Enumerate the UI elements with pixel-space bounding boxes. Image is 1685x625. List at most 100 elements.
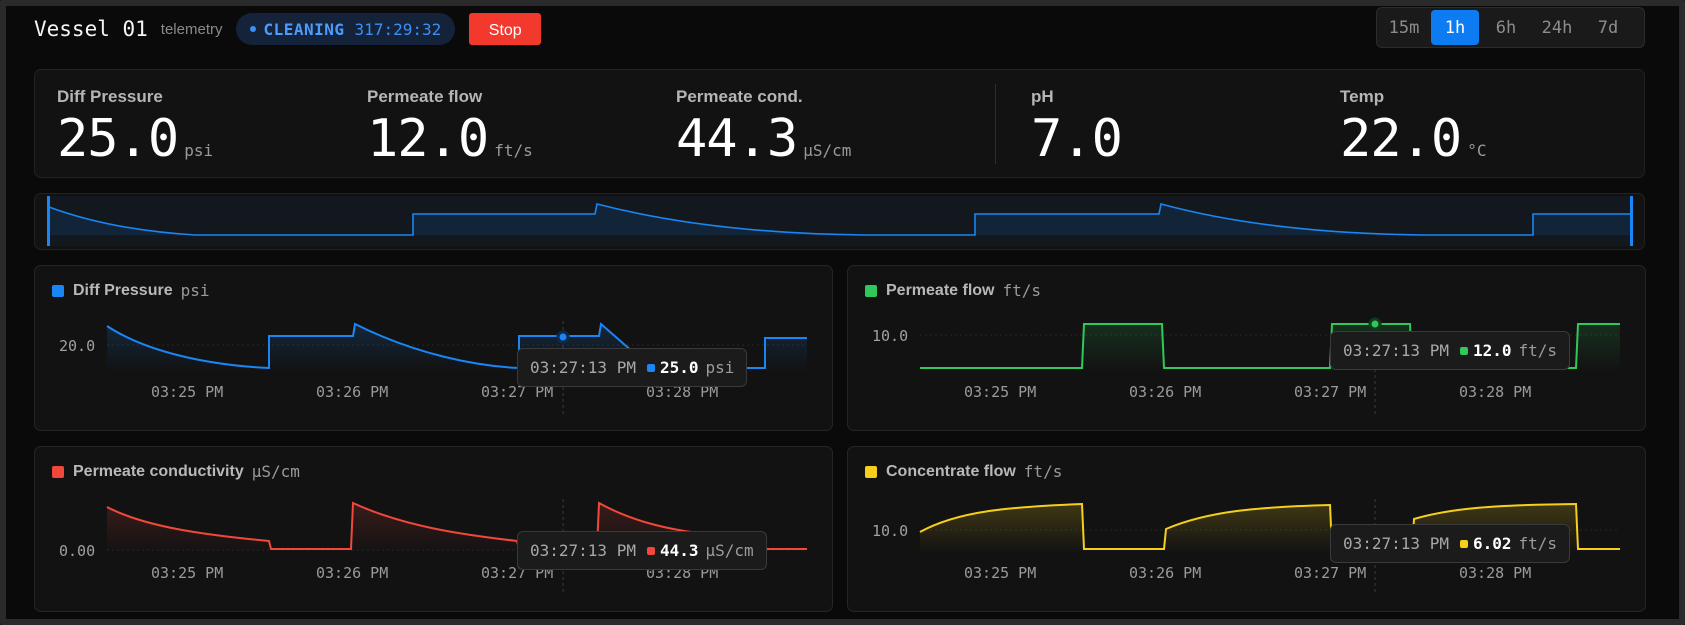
chart-panel-permeate-flow: Permeate flow ft/s 10.0 03:25 PM 03:26 P… xyxy=(847,265,1646,431)
tooltip-unit: ft/s xyxy=(1518,341,1558,360)
brush-selection[interactable] xyxy=(49,196,1631,246)
y-tick-label: 10.0 xyxy=(872,522,908,540)
x-tick-label: 03:27 PM xyxy=(1294,564,1366,582)
range-7d-button[interactable]: 7d xyxy=(1584,10,1632,45)
panel-title: Diff Pressure xyxy=(73,281,173,299)
metric-value: 44.3 xyxy=(676,109,798,169)
chart-tooltip: 03:27:13 PM 12.0 ft/s xyxy=(1330,331,1571,370)
x-tick-label: 03:28 PM xyxy=(1459,564,1531,582)
series-swatch xyxy=(865,465,877,478)
tooltip-time: 03:27:13 PM xyxy=(1343,534,1449,553)
page-subtitle: telemetry xyxy=(160,20,223,38)
x-tick-label: 03:28 PM xyxy=(1459,383,1531,401)
tooltip-swatch xyxy=(646,546,655,555)
brush-handle-right[interactable] xyxy=(1630,196,1633,246)
range-15m-button[interactable]: 15m xyxy=(1380,10,1428,45)
permeate-conductivity-chart[interactable]: 0.00 03:25 PM 03:26 PM 03:27 PM 03:28 PM xyxy=(35,447,834,613)
panel-unit: ft/s xyxy=(1023,462,1063,481)
header: Vessel 01 telemetry CLEANING 317:29:32 S… xyxy=(34,12,542,46)
series-swatch xyxy=(52,284,64,297)
overview-brush[interactable] xyxy=(34,193,1645,250)
overview-chart xyxy=(47,196,1633,246)
chart-tooltip: 03:27:13 PM 6.02 ft/s xyxy=(1330,524,1571,563)
metric-ph: pH 7.0 xyxy=(1031,87,1128,167)
tooltip-value: 44.3 xyxy=(659,541,699,560)
x-tick-label: 03:25 PM xyxy=(151,564,223,582)
tooltip-swatch xyxy=(1459,346,1468,355)
tooltip-value: 6.02 xyxy=(1472,534,1512,553)
series-swatch xyxy=(52,465,64,478)
metric-label: Permeate flow xyxy=(367,87,483,106)
stop-button[interactable]: Stop xyxy=(469,13,542,45)
x-tick-label: 03:26 PM xyxy=(1129,564,1201,582)
metric-divider xyxy=(995,84,996,164)
metric-label: Permeate cond. xyxy=(676,87,803,106)
hover-point xyxy=(556,330,570,344)
status-badge: CLEANING 317:29:32 xyxy=(236,13,456,45)
series-line xyxy=(919,502,1620,550)
range-6h-button[interactable]: 6h xyxy=(1482,10,1530,45)
series-line xyxy=(106,322,807,370)
hover-point xyxy=(1368,317,1382,331)
status-elapsed-time: 317:29:32 xyxy=(354,19,442,39)
metric-permeate-cond: Permeate cond. 44.3 µS/cm xyxy=(676,87,851,167)
page-title: Vessel 01 xyxy=(34,17,148,41)
overview-area xyxy=(49,204,1631,235)
tooltip-swatch xyxy=(1459,539,1468,548)
range-24h-button[interactable]: 24h xyxy=(1533,10,1581,45)
series-area xyxy=(920,324,1620,372)
brush-handle-left[interactable] xyxy=(47,196,50,246)
x-tick-label: 03:26 PM xyxy=(316,383,388,401)
x-tick-label: 03:27 PM xyxy=(1294,383,1366,401)
chart-tooltip: 03:27:13 PM 25.0 psi xyxy=(517,348,748,387)
metric-value: 22.0 xyxy=(1340,109,1462,169)
series-swatch xyxy=(865,284,877,297)
chart-panel-permeate-conductivity: Permeate conductivity µS/cm 0.00 03:25 P… xyxy=(34,446,833,612)
metric-value: 7.0 xyxy=(1031,109,1123,169)
tooltip-time: 03:27:13 PM xyxy=(530,358,636,377)
x-tick-label: 03:25 PM xyxy=(964,564,1036,582)
y-tick-label: 0.00 xyxy=(59,542,95,560)
metric-label: Temp xyxy=(1340,87,1385,106)
tooltip-unit: µS/cm xyxy=(705,541,754,560)
panel-title: Permeate flow xyxy=(886,281,995,299)
status-label: CLEANING xyxy=(263,19,345,39)
y-tick-label: 10.0 xyxy=(872,327,908,345)
y-tick-label: 20.0 xyxy=(59,337,95,355)
status-dot-icon xyxy=(250,26,257,32)
chart-panel-diff-pressure: Diff Pressure psi 20.0 03:25 PM 03:26 PM… xyxy=(34,265,833,431)
x-tick-label: 03:26 PM xyxy=(316,564,388,582)
x-tick-label: 03:27 PM xyxy=(481,383,553,401)
chart-panel-concentrate-flow: Concentrate flow ft/s 10.0 03:25 PM 03:2… xyxy=(847,446,1646,612)
metric-unit: psi xyxy=(184,141,214,160)
metric-diff-pressure: Diff Pressure 25.0 psi xyxy=(57,87,213,167)
range-1h-button[interactable]: 1h xyxy=(1431,10,1479,45)
tooltip-unit: ft/s xyxy=(1518,534,1558,553)
metric-label: pH xyxy=(1031,87,1054,106)
panel-unit: ft/s xyxy=(1002,281,1042,300)
panel-title: Permeate conductivity xyxy=(73,462,244,480)
metric-unit: °C xyxy=(1467,141,1487,160)
metric-temp: Temp 22.0 °C xyxy=(1340,87,1487,167)
overview-line xyxy=(48,203,1631,236)
metric-summary: Diff Pressure 25.0 psi Permeate flow 12.… xyxy=(34,69,1645,178)
metric-permeate-flow: Permeate flow 12.0 ft/s xyxy=(367,87,533,167)
metric-value: 12.0 xyxy=(367,109,489,169)
x-tick-label: 03:28 PM xyxy=(646,383,718,401)
tooltip-value: 25.0 xyxy=(659,358,699,377)
tooltip-unit: psi xyxy=(705,358,735,377)
x-tick-label: 03:25 PM xyxy=(964,383,1036,401)
time-range-selector: 15m 1h 6h 24h 7d xyxy=(1376,7,1645,48)
panel-title: Concentrate flow xyxy=(886,462,1016,480)
panel-unit: µS/cm xyxy=(251,462,300,481)
x-tick-label: 03:26 PM xyxy=(1129,383,1201,401)
metric-unit: ft/s xyxy=(494,141,533,160)
chart-tooltip: 03:27:13 PM 44.3 µS/cm xyxy=(517,531,767,570)
metric-unit: µS/cm xyxy=(803,141,852,160)
tooltip-time: 03:27:13 PM xyxy=(1343,341,1449,360)
panel-unit: psi xyxy=(180,281,210,300)
metric-label: Diff Pressure xyxy=(57,87,163,106)
tooltip-swatch xyxy=(646,363,655,372)
tooltip-time: 03:27:13 PM xyxy=(530,541,636,560)
